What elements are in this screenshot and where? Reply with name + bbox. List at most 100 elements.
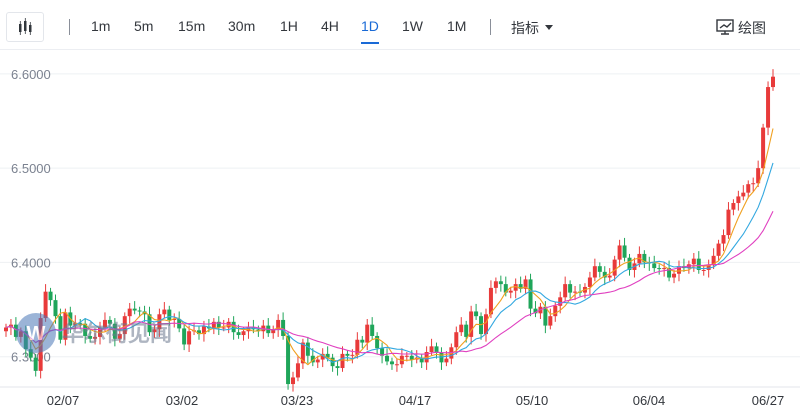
candle-body [592,266,597,278]
candle-body [137,310,142,312]
candle-body [533,308,538,314]
candle-body [350,354,355,356]
candle-body [187,331,192,345]
candle-body [587,277,592,287]
x-tick-label: 03/23 [281,393,314,408]
candle-body [464,324,469,337]
candle-body [503,284,508,293]
candle-body [28,349,33,358]
candle-body [459,324,464,333]
watermark: W 华尔街见闻 [16,313,172,353]
timeframe-1h[interactable]: 1H [280,18,298,34]
ma10-line [5,162,774,363]
candle-body [434,346,439,353]
candle-body [157,314,162,330]
candle-body [102,319,107,328]
candle-body [78,322,83,324]
candle-body [543,306,548,326]
candle-body [508,290,513,293]
candle-body [498,281,503,285]
candle-body [201,326,206,335]
y-tick-label: 6.6000 [11,67,51,82]
candle-body [211,321,216,329]
candle-body [345,353,350,356]
watermark-text: 华尔街见闻 [62,321,172,346]
candle-body [548,316,553,326]
candle-body [107,319,112,324]
caret-down-icon [544,25,553,30]
y-axis: 6.6000 6.5000 6.4000 6.3000 [11,67,51,365]
candle-body [622,245,627,258]
candle-body [429,346,434,352]
timeframe-30m[interactable]: 30m [228,18,256,34]
timeframe-1mo[interactable]: 1M [447,18,467,34]
candle-body [706,265,711,270]
candle-body [691,258,696,265]
candle-body [766,87,771,128]
candle-body [568,284,573,293]
x-axis: 02/07 03/02 03/23 04/17 05/10 06/04 06/2… [47,393,785,408]
candle-body [182,328,187,345]
candle-body [122,316,127,335]
timeframe-1d[interactable]: 1D [361,18,379,34]
candle-body [48,291,53,301]
candle-body [558,297,563,306]
candle-body [315,359,320,363]
candle-body [741,192,746,197]
candle-body [627,257,632,270]
candle-body [147,314,152,333]
candle-body [281,319,286,336]
watermark-logo-letter: W [27,323,46,345]
timeframe-4h[interactable]: 4H [321,18,339,34]
candle-body [256,329,261,332]
candlestick-toggle-button[interactable] [6,12,44,42]
candle-body [216,321,221,328]
candle-body [13,324,18,337]
drawing-tool-label: 绘图 [738,20,766,36]
timeframe-1w[interactable]: 1W [402,18,423,34]
candle-body [672,273,677,278]
indicators-dropdown[interactable]: 指标 [511,18,553,38]
toolbar-divider [69,19,70,35]
candle-body [83,323,88,336]
timeframe-1m[interactable]: 1m [91,18,111,34]
candle-body [474,311,479,317]
candle-body [711,255,716,266]
candle-body [523,279,528,289]
candle-body [43,291,48,319]
candle-body [162,309,167,315]
candle-body [286,335,291,385]
y-tick-label: 6.4000 [11,255,51,270]
candle-body [117,334,122,339]
candle-body [553,305,558,317]
candlestick-chart[interactable]: 6.6000 6.5000 6.4000 6.3000 W 华尔街见闻 02/0… [0,50,800,415]
candle-body [696,258,701,270]
timeframe-5m[interactable]: 5m [134,18,154,34]
candle-body [389,361,394,365]
candle-body [721,235,726,244]
chart-toolbar: 1m 5m 15m 30m 1H 4H 1D 1W 1M 指标 绘图 [0,0,800,50]
candle-body [231,321,236,333]
active-timeframe-indicator [361,42,379,44]
candle-body [701,269,706,271]
candle-body [385,355,390,362]
candle-body [276,319,281,330]
candle-body [726,209,731,236]
candle-body [340,353,345,369]
candle-body [761,127,766,169]
candle-body [652,263,657,269]
candle-body [88,335,93,339]
candle-body [716,243,721,256]
candle-body [112,323,117,339]
chart-grid [0,73,800,388]
candle-body [676,266,681,274]
timeframe-15m[interactable]: 15m [178,18,206,34]
candle-body [325,353,330,358]
candle-body [172,319,177,320]
candle-body [196,330,201,335]
candlestick-chart-icon [19,18,32,35]
candle-body [305,342,310,356]
candle-body [597,266,602,272]
candle-body [736,196,741,204]
candle-body [127,308,132,317]
